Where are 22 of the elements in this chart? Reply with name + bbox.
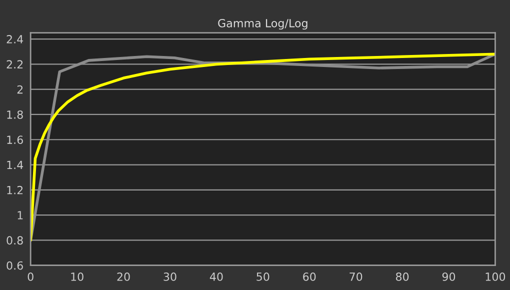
y-tick-label: 1.8 — [7, 110, 23, 119]
x-tick-label: 70 — [350, 272, 362, 281]
x-tick-label: 20 — [117, 272, 130, 281]
y-tick-label: 1 — [18, 211, 23, 220]
y-tick-label: 0.6 — [6, 261, 23, 270]
y-tick-label: 1.2 — [7, 186, 23, 194]
x-tick-label: 10 — [71, 272, 84, 281]
x-tick-label: 90 — [442, 272, 456, 281]
x-tick-label: 50 — [256, 272, 270, 281]
x-tick-label: 80 — [396, 272, 409, 281]
y-tick-label: 0.8 — [6, 236, 23, 245]
y-tick-label: 2.4 — [6, 35, 24, 44]
x-tick-label: 60 — [303, 272, 316, 281]
x-tick-label: 0 — [28, 272, 34, 281]
y-tick-label: 1.4 — [7, 160, 24, 169]
y-tick-label: 1.6 — [7, 136, 23, 144]
y-tick-label: 2 — [17, 85, 23, 94]
y-tick-label: 2.2 — [6, 60, 23, 68]
x-tick-label: 100 — [486, 272, 506, 281]
x-tick-label: 30 — [164, 272, 176, 281]
chart-title: Gamma Log/Log — [218, 18, 308, 30]
x-tick-label: 40 — [210, 272, 223, 281]
